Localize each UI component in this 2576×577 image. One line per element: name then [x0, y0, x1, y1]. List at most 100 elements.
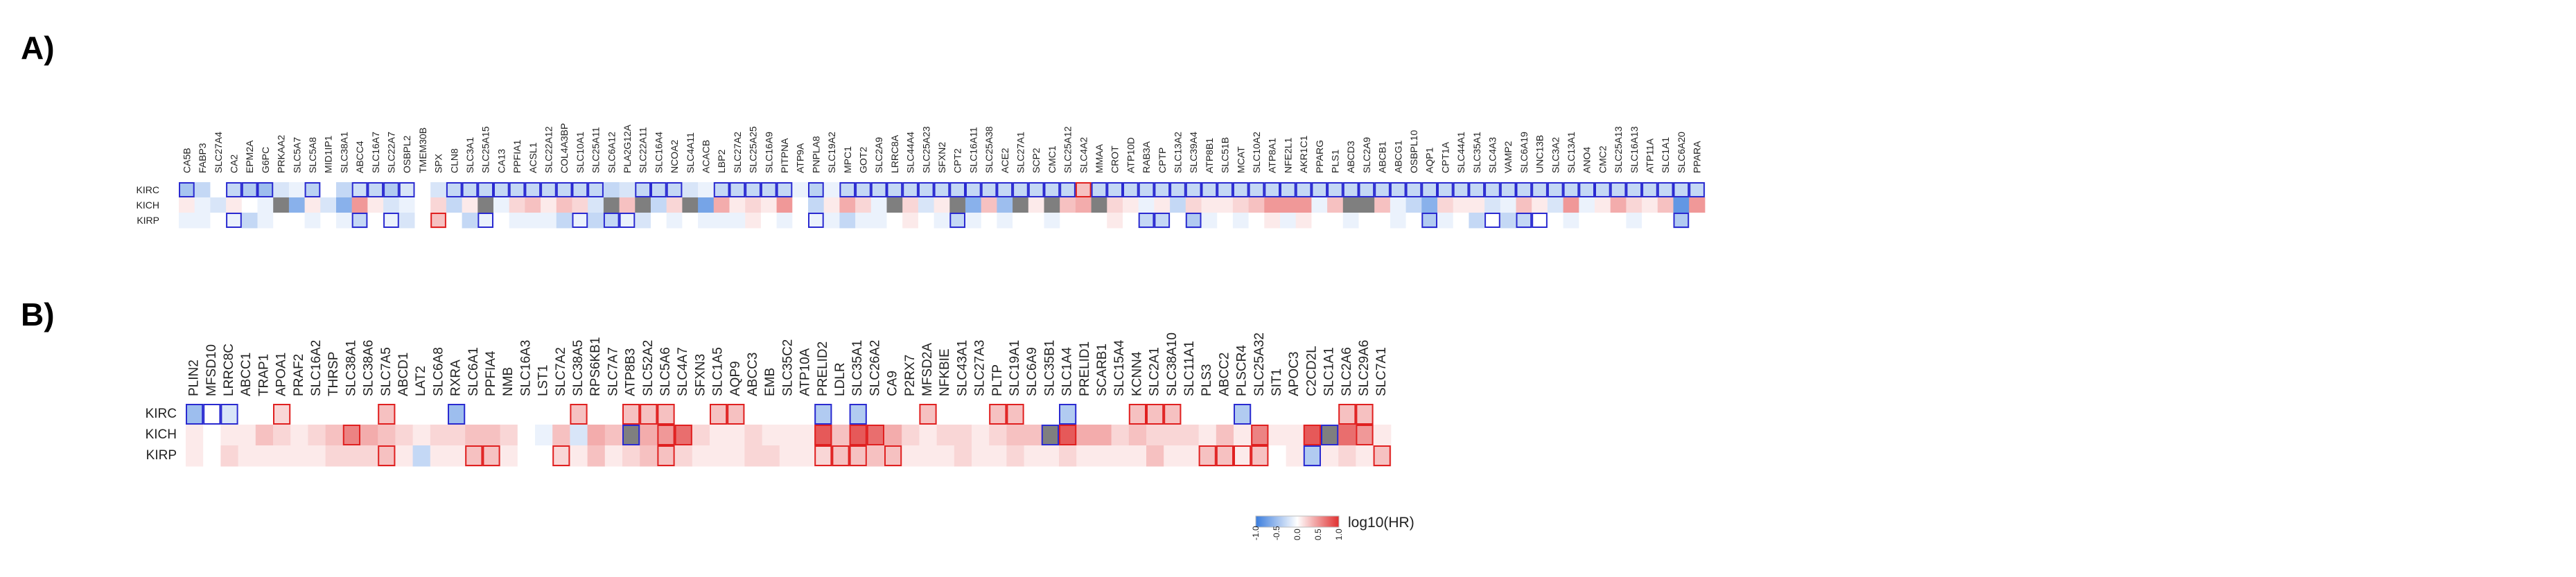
heatmap-cell [1342, 213, 1359, 229]
legend-tick-label: 0.0 [1293, 529, 1302, 540]
heatmap-cell [1595, 213, 1611, 229]
heatmap-cell [792, 182, 809, 198]
heatmap-cell [657, 404, 676, 425]
heatmap-cell [477, 213, 494, 229]
significance-box [1469, 182, 1485, 197]
column-label: NCOA2 [669, 140, 680, 173]
heatmap-cell [792, 213, 809, 229]
column-label: ATP11A [1644, 138, 1655, 173]
row-label: KIRC [137, 184, 159, 195]
column-label: SLC1A1 [1322, 347, 1337, 396]
column-label: SLC10A2 [1251, 132, 1262, 173]
column-label: SLC25A12 [1062, 126, 1074, 173]
heatmap-cell [1044, 197, 1060, 213]
column-label: PPARG [1314, 140, 1325, 173]
heatmap-cell [1264, 213, 1281, 229]
heatmap-cell [383, 182, 400, 198]
heatmap-cell [1185, 213, 1202, 229]
column-label: PPFIA1 [511, 140, 523, 173]
column-label: NMB [501, 367, 516, 396]
heatmap-cell [1421, 197, 1438, 213]
heatmap-cell [500, 404, 518, 425]
heatmap-cell [255, 404, 274, 425]
heatmap-cell [186, 445, 204, 467]
significance-box [1321, 425, 1339, 445]
heatmap-cell [698, 182, 715, 198]
significance-box [1013, 182, 1028, 197]
column-label: SLC27A3 [973, 340, 988, 396]
significance-box [465, 445, 483, 466]
heatmap-cell [989, 445, 1007, 467]
heatmap-cell [902, 197, 919, 213]
significance-box [832, 445, 850, 466]
significance-box [814, 445, 832, 466]
heatmap-cell [972, 404, 990, 425]
column-label: RXRA [449, 359, 464, 396]
heatmap-cell [1059, 445, 1077, 467]
significance-box [1374, 182, 1390, 197]
column-label: ATP10D [1125, 137, 1136, 173]
heatmap-cell [1076, 445, 1094, 467]
column-label: SLC3A2 [1550, 137, 1561, 173]
heatmap-cell [651, 182, 667, 198]
heatmap-cell [1673, 197, 1690, 213]
column-label: SLC25A15 [480, 126, 491, 173]
heatmap-cell [884, 404, 902, 425]
heatmap-cell [179, 182, 195, 198]
significance-box [640, 404, 658, 425]
heatmap-cell [1342, 197, 1359, 213]
heatmap-cell [776, 197, 793, 213]
heatmap-cell [965, 182, 982, 198]
significance-box [657, 404, 675, 425]
heatmap-cell [414, 197, 431, 213]
significance-box [1234, 404, 1252, 425]
column-label: ABCB1 [1377, 141, 1388, 173]
column-label: SLC6A12 [606, 132, 617, 173]
heatmap-cell [981, 213, 997, 229]
heatmap-cell [1405, 213, 1422, 229]
legend-ticks: -1.0 -0.5 0.0 0.5 1.0 [1251, 526, 1344, 540]
column-label: MFSD2A [920, 343, 935, 396]
panel-b-label: B) [21, 296, 55, 332]
column-label: ACE2 [999, 148, 1010, 173]
heatmap-cell [186, 425, 204, 446]
column-label: SLC22A7 [385, 132, 396, 173]
heatmap-cell [1469, 213, 1485, 229]
heatmap-cell [587, 445, 606, 467]
significance-box [886, 182, 903, 197]
heatmap-cell [525, 213, 541, 229]
column-label: SLC1A4 [1060, 347, 1075, 396]
heatmap-cell [1123, 213, 1139, 229]
heatmap-cell [1094, 445, 1112, 467]
significance-box [849, 425, 867, 445]
column-label: ABCD1 [396, 353, 411, 396]
column-label: G6PC [260, 147, 271, 173]
significance-box [1532, 182, 1548, 197]
column-label: SLC7A5 [379, 347, 394, 396]
heatmap-cell [698, 197, 715, 213]
column-label: SLC2A9 [1361, 137, 1372, 173]
heatmap-cell [304, 182, 321, 198]
heatmap-cell [1201, 182, 1218, 198]
heatmap-cell [1303, 445, 1322, 467]
heatmap-cell [1547, 213, 1564, 229]
heatmap-cell [997, 213, 1013, 229]
heatmap-cell [1264, 197, 1281, 213]
heatmap-cell [1268, 404, 1287, 425]
heatmap-cell [572, 197, 588, 213]
column-label: PLA2G12A [622, 124, 633, 173]
heatmap-cell [792, 197, 809, 213]
column-label: SLC15A4 [1112, 339, 1127, 396]
heatmap-cell [288, 197, 306, 213]
heatmap-cell [220, 425, 239, 446]
heatmap-cell [342, 425, 361, 446]
heatmap-cell [1111, 404, 1130, 425]
column-label: APOC3 [1287, 352, 1302, 396]
heatmap-cell [949, 197, 966, 213]
heatmap-cell [902, 404, 920, 425]
heatmap-cell [1390, 213, 1407, 229]
heatmap-cell [1356, 445, 1374, 467]
heatmap-cell [1094, 404, 1112, 425]
heatmap-cell [1198, 404, 1217, 425]
column-label: SLC38A6 [362, 340, 376, 396]
